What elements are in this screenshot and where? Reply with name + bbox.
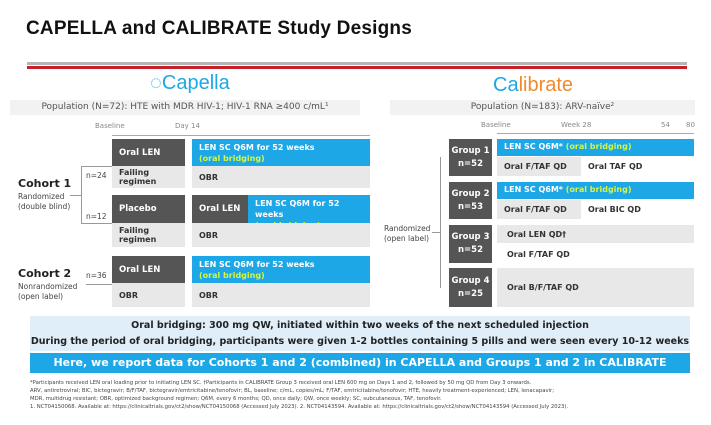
calibrate-population: Population (N=183): ARV-naïve² [390,100,695,115]
bracket-stem [70,195,81,196]
cohort1-sub: Randomized [18,192,65,201]
group4-oral-bftaf: Oral B/F/TAF QD [497,268,694,307]
group3-oral-ftaf: Oral F/TAF QD [507,250,570,259]
group1-box: Group 1 n=52 [449,139,492,176]
group3-box: Group 3 n=52 [449,225,492,263]
cohort2-sub2: (open label) [18,292,64,301]
arm-oral-len: Oral LEN [112,139,185,166]
arm-len-sc: LEN SC Q6M for 52 weeks(oral bridging) [248,195,370,230]
footnote: ARV, antiretroviral; BIC, bictegravir; B… [30,388,555,394]
tick-80: 80 [686,121,695,129]
tick-54: 54 [661,121,670,129]
cohort2-sub: Nonrandomized [18,282,78,291]
group4-box: Group 4 n=25 [449,268,492,307]
timeline-axis [112,135,370,136]
bracket-top [81,166,112,167]
capella-logo: ◌Capella [150,72,230,94]
n-label: n=24 [86,171,107,180]
calibrate-logo: Calibrate [493,74,574,96]
group1-oral-taf: Oral TAF QD [588,162,643,171]
group2-len-sc: LEN SC Q6M* (oral bridging) [497,182,694,199]
bracket [81,166,82,224]
arm-len-sc: LEN SC Q6M for 52 weeks(oral bridging) [192,139,370,166]
n-label: n=36 [86,271,107,280]
cohort2-label: Cohort 2 [18,267,72,280]
page-title: CAPELLA and CALIBRATE Study Designs [26,18,412,39]
arm-failing: Failing regimen [112,166,185,188]
arm-obr: OBR [192,283,370,307]
bracket-bottom [81,223,112,224]
arm-obr: OBR [192,223,370,247]
arm-oral-len: Oral LEN [192,195,248,223]
group2-box: Group 2 n=53 [449,182,492,219]
bracket [440,157,441,288]
group1-oral-ftaf: Oral F/TAF QD [497,157,581,176]
footnotes: *Participants received LEN oral loading … [30,379,700,411]
arm-oral-len: Oral LEN [112,256,185,283]
arm-obr: OBR [192,166,370,188]
cohort1-sub2: (double blind) [18,202,71,211]
tick-day14: Day 14 [175,122,200,130]
arm-obr: OBR [112,283,185,307]
tick-baseline: Baseline [481,121,511,129]
divider-red [27,66,687,69]
group2-oral-ftaf: Oral F/TAF QD [497,200,581,219]
cohort2-line [86,284,112,285]
arm-placebo: Placebo [112,195,185,223]
group1-len-sc: LEN SC Q6M* (oral bridging) [497,139,694,156]
divider [27,62,687,65]
tick-baseline: Baseline [95,122,125,130]
footnote: 1. NCT04150068. Available at: https://cl… [30,404,569,410]
group3-oral-len: Oral LEN QD† [497,225,694,243]
oral-bridging-box: Oral bridging: 300 mg QW, initiated with… [30,316,690,351]
capella-population: Population (N=72): HTE with MDR HIV-1; H… [10,100,360,115]
group2-oral-bic: Oral BIC QD [588,205,641,214]
arm-len-sc: LEN SC Q6M for 52 weeks(oral bridging) [192,256,370,283]
footnote: MDR, multidrug resistant; OBR, optimized… [30,396,442,402]
tick-week28: Week 28 [561,121,592,129]
open-label: (open label) [384,234,430,243]
summary-banner: Here, we report data for Cohorts 1 and 2… [30,353,690,373]
timeline-axis [497,133,694,134]
cohort1-label: Cohort 1 [18,177,72,190]
randomized-label: Randomized [384,224,431,233]
bracket-stem [432,232,440,233]
arm-failing: Failing regimen [112,223,185,247]
n-label: n=12 [86,212,107,221]
footnote: *Participants received LEN oral loading … [30,380,532,386]
